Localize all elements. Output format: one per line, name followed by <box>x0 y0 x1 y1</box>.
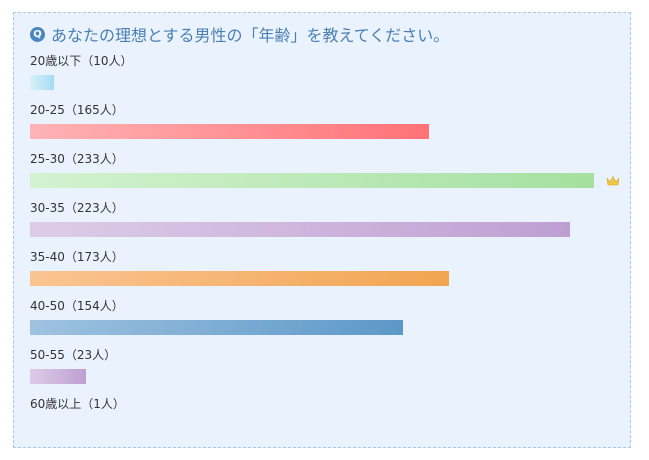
bar-label: 25-30（233人） <box>30 152 124 166</box>
bar-label: 30-35（223人） <box>30 201 124 215</box>
bar-label: 20-25（165人） <box>30 103 124 117</box>
bar <box>30 222 570 237</box>
bar-label: 40-50（154人） <box>30 299 124 313</box>
bar <box>30 271 449 286</box>
bar <box>30 124 429 139</box>
bar-label: 50-55（23人） <box>30 348 117 362</box>
bar <box>30 173 594 188</box>
bar-label: 60歳以上（1人） <box>30 397 125 411</box>
bar-label: 35-40（173人） <box>30 250 124 264</box>
question-header: Q あなたの理想とする男性の「年齢」を教えてください。 <box>30 23 449 45</box>
bar <box>30 369 86 384</box>
bar <box>30 75 54 90</box>
crown-icon <box>606 175 620 186</box>
question-text: あなたの理想とする男性の「年齢」を教えてください。 <box>51 26 450 45</box>
bar <box>30 320 403 335</box>
question-icon: Q <box>30 26 45 42</box>
survey-result-card: Q あなたの理想とする男性の「年齢」を教えてください。 20歳以下（10人） 20… <box>13 12 631 448</box>
bar-label: 20歳以下（10人） <box>30 54 133 68</box>
